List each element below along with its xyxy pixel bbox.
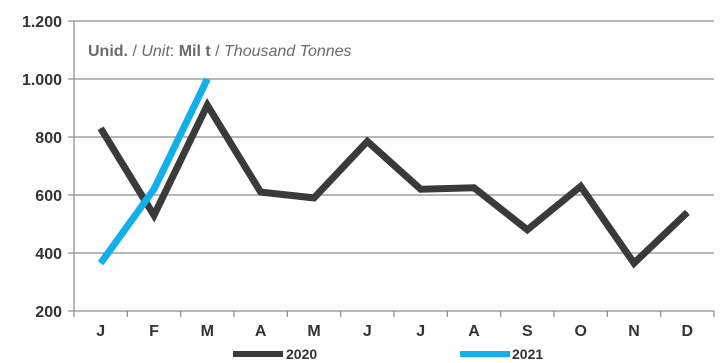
data-point-2020 xyxy=(153,214,155,216)
x-tick-label: J xyxy=(416,323,425,340)
unit-note-colon: : xyxy=(170,43,179,60)
data-point-2020 xyxy=(100,127,102,129)
data-point-2020 xyxy=(473,187,475,189)
data-point-2021 xyxy=(153,188,155,190)
data-point-2020 xyxy=(526,229,528,231)
unit-note-separator-2: / xyxy=(211,43,224,60)
unit-note-value: Mil t xyxy=(179,43,212,60)
data-point-2020 xyxy=(366,140,368,142)
unit-note-label: Unid. xyxy=(88,43,128,60)
y-axis-tick-labels: 200 400 600 800 1.000 1.200 xyxy=(22,14,62,321)
data-point-2020 xyxy=(686,211,688,213)
y-tick-label: 200 xyxy=(35,304,62,321)
x-tick-label: M xyxy=(201,323,214,340)
data-point-2021 xyxy=(206,78,208,80)
axes xyxy=(68,20,715,317)
y-tick-label: 800 xyxy=(35,130,62,147)
legend: 2020 2021 xyxy=(233,346,543,362)
x-tick-label: F xyxy=(149,323,159,340)
x-tick-label: D xyxy=(682,323,694,340)
y-tick-label: 1.200 xyxy=(22,14,62,31)
x-tick-label: N xyxy=(628,323,640,340)
series-lines xyxy=(97,77,690,269)
x-tick-label: A xyxy=(468,323,480,340)
data-point-2020 xyxy=(260,191,262,193)
x-tick-label: J xyxy=(363,323,372,340)
x-tick-label: A xyxy=(255,323,267,340)
data-point-2020 xyxy=(313,197,315,199)
y-tick-label: 600 xyxy=(35,188,62,205)
unit-note-value-en: Thousand Tonnes xyxy=(224,43,352,60)
x-tick-label: M xyxy=(307,323,320,340)
data-point-2021 xyxy=(100,262,102,264)
data-point-2020 xyxy=(633,262,635,264)
unit-note: Unid. / Unit: Mil t / Thousand Tonnes xyxy=(88,43,352,60)
data-point-2020 xyxy=(206,104,208,106)
x-tick-label: O xyxy=(574,323,586,340)
legend-label-2020: 2020 xyxy=(286,346,317,362)
series-line-2020 xyxy=(97,97,690,269)
data-point-2020 xyxy=(580,185,582,187)
y-tick-label: 400 xyxy=(35,246,62,263)
x-tick-label: S xyxy=(522,323,533,340)
x-tick-label: J xyxy=(96,323,105,340)
series-line-2021 xyxy=(97,77,211,266)
legend-label-2021: 2021 xyxy=(512,346,543,362)
y-tick-label: 1.000 xyxy=(22,72,62,89)
data-point-2020 xyxy=(420,188,422,190)
unit-note-separator: / xyxy=(128,43,141,60)
unit-note-label-en: Unit xyxy=(141,43,170,60)
